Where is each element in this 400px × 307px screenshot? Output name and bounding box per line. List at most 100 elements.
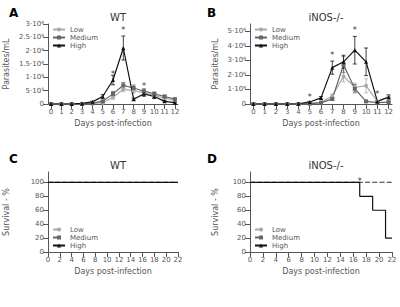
- svg-text:Survival - %: Survival - %: [2, 188, 11, 236]
- svg-text:4: 4: [90, 108, 95, 116]
- svg-text:6: 6: [319, 108, 324, 116]
- svg-text:iNOS-/-: iNOS-/-: [308, 160, 343, 171]
- svg-text:20: 20: [375, 256, 384, 264]
- svg-text:Parasites/mL: Parasites/mL: [211, 38, 220, 90]
- svg-text:40: 40: [237, 220, 246, 228]
- svg-text:0: 0: [242, 248, 246, 256]
- svg-text:WT: WT: [110, 160, 127, 171]
- svg-text:Low: Low: [272, 26, 286, 34]
- svg-text:6: 6: [111, 108, 116, 116]
- svg-text:Parasites/mL: Parasites/mL: [2, 38, 11, 90]
- svg-text:0: 0: [40, 248, 44, 256]
- svg-text:0: 0: [242, 100, 246, 108]
- svg-text:22: 22: [174, 256, 183, 264]
- svg-text:60: 60: [35, 206, 44, 214]
- svg-text:High: High: [70, 242, 86, 250]
- svg-text:D: D: [207, 152, 217, 166]
- svg-text:60: 60: [237, 206, 246, 214]
- svg-text:16: 16: [138, 256, 147, 264]
- svg-text:1: 1: [59, 108, 63, 116]
- svg-text:8: 8: [341, 108, 345, 116]
- svg-text:Survival - %: Survival - %: [211, 188, 220, 236]
- svg-text:WT: WT: [110, 12, 127, 23]
- svg-text:100: 100: [233, 178, 246, 186]
- svg-text:11: 11: [160, 108, 169, 116]
- svg-text:20: 20: [237, 234, 246, 242]
- svg-text:2: 2: [261, 256, 265, 264]
- svg-text:5·10⁵: 5·10⁵: [26, 87, 45, 95]
- svg-text:1·10⁶: 1·10⁶: [228, 85, 247, 93]
- svg-text:C: C: [9, 152, 18, 166]
- svg-text:*: *: [121, 25, 126, 35]
- svg-text:80: 80: [35, 192, 44, 200]
- svg-text:0: 0: [248, 256, 252, 264]
- svg-text:2: 2: [69, 108, 73, 116]
- svg-text:10: 10: [150, 108, 159, 116]
- svg-text:11: 11: [373, 108, 382, 116]
- svg-text:6: 6: [286, 256, 291, 264]
- svg-text:Low: Low: [70, 226, 84, 234]
- svg-text:10: 10: [310, 256, 319, 264]
- svg-text:0: 0: [49, 108, 53, 116]
- svg-text:High: High: [272, 42, 288, 50]
- svg-text:High: High: [70, 42, 86, 50]
- svg-text:*: *: [307, 92, 312, 102]
- svg-text:12: 12: [323, 256, 332, 264]
- svg-text:3: 3: [285, 108, 289, 116]
- svg-text:Low: Low: [272, 226, 286, 234]
- svg-text:4·10⁶: 4·10⁶: [228, 42, 247, 50]
- svg-text:2: 2: [274, 108, 278, 116]
- svg-text:Days post-infection: Days post-infection: [74, 119, 151, 128]
- svg-text:12: 12: [384, 108, 393, 116]
- svg-text:5·10⁶: 5·10⁶: [228, 27, 247, 35]
- svg-text:A: A: [9, 6, 19, 20]
- svg-text:4: 4: [274, 256, 279, 264]
- svg-text:4: 4: [69, 256, 74, 264]
- svg-text:1.5·10⁶: 1.5·10⁶: [19, 60, 44, 68]
- svg-text:22: 22: [388, 256, 397, 264]
- svg-text:5: 5: [307, 108, 311, 116]
- svg-text:Days post-infection: Days post-infection: [74, 267, 151, 276]
- svg-text:B: B: [207, 6, 216, 20]
- svg-text:8: 8: [93, 256, 97, 264]
- svg-text:0: 0: [40, 100, 44, 108]
- svg-text:16: 16: [349, 256, 358, 264]
- svg-text:80: 80: [237, 192, 246, 200]
- svg-text:Medium: Medium: [272, 34, 300, 42]
- svg-text:40: 40: [35, 220, 44, 228]
- svg-text:Medium: Medium: [272, 234, 300, 242]
- svg-text:10: 10: [362, 108, 371, 116]
- svg-text:Days post-infection: Days post-infection: [282, 119, 359, 128]
- svg-text:8: 8: [131, 108, 135, 116]
- svg-text:2·10⁶: 2·10⁶: [228, 71, 247, 79]
- svg-text:High: High: [272, 242, 288, 250]
- svg-text:20: 20: [35, 234, 44, 242]
- svg-text:18: 18: [150, 256, 159, 264]
- svg-text:9: 9: [142, 108, 146, 116]
- svg-text:2.5·10⁶: 2.5·10⁶: [19, 33, 44, 41]
- svg-text:*: *: [330, 50, 335, 60]
- svg-text:100: 100: [31, 178, 44, 186]
- svg-text:12: 12: [114, 256, 123, 264]
- svg-text:7: 7: [121, 108, 125, 116]
- svg-text:10: 10: [103, 256, 112, 264]
- svg-text:7: 7: [330, 108, 334, 116]
- svg-text:0: 0: [251, 108, 255, 116]
- svg-text:2: 2: [58, 256, 62, 264]
- svg-text:iNOS-/-: iNOS-/-: [308, 12, 343, 23]
- svg-text:Low: Low: [70, 26, 84, 34]
- svg-text:8: 8: [299, 256, 303, 264]
- svg-text:5: 5: [100, 108, 104, 116]
- svg-text:20: 20: [162, 256, 171, 264]
- svg-text:Days post-infection: Days post-infection: [282, 267, 359, 276]
- svg-text:Medium: Medium: [70, 34, 98, 42]
- svg-text:12: 12: [170, 108, 179, 116]
- svg-text:14: 14: [126, 256, 135, 264]
- svg-text:3·10⁶: 3·10⁶: [26, 20, 45, 28]
- svg-text:Medium: Medium: [70, 234, 98, 242]
- svg-text:3: 3: [80, 108, 84, 116]
- svg-text:9: 9: [353, 108, 357, 116]
- svg-text:4: 4: [296, 108, 301, 116]
- svg-text:3·10⁶: 3·10⁶: [228, 56, 247, 64]
- svg-text:18: 18: [362, 256, 371, 264]
